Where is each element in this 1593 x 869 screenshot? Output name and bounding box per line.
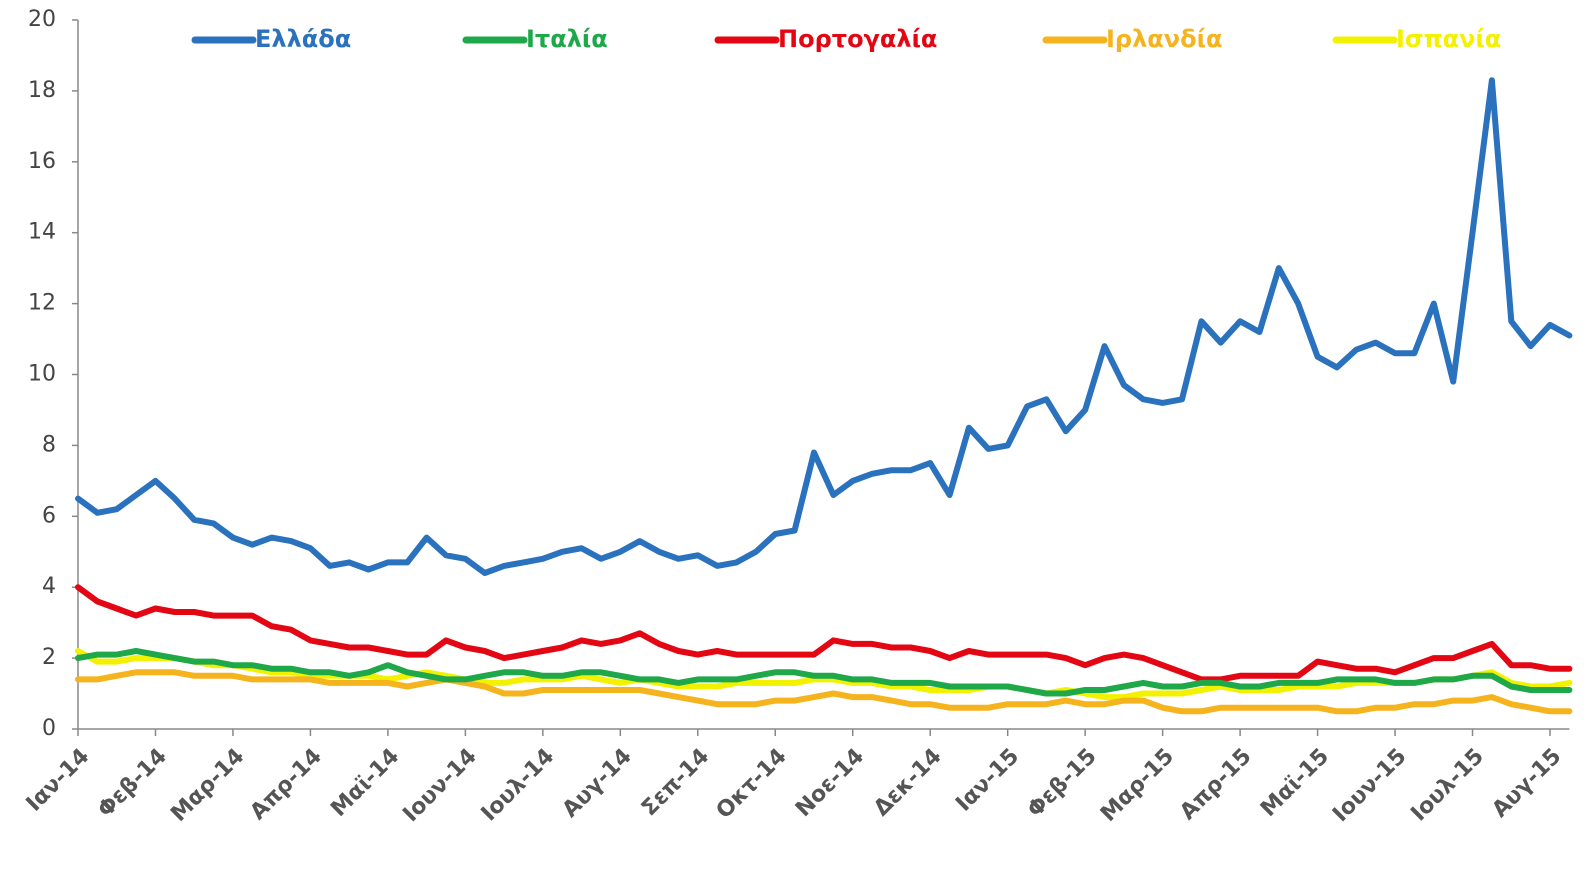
x-tick-label: Μαρ-14 [166, 744, 249, 827]
x-tick-label: Σεπ-14 [637, 744, 714, 821]
x-tick-label: Ιουλ-15 [1406, 744, 1489, 827]
x-tick-label: Ιαν-15 [951, 744, 1024, 817]
x-tick-label: Ιουλ-14 [477, 744, 560, 827]
series-line [75, 648, 1573, 697]
y-tick-label: 18 [28, 78, 56, 103]
y-tick-label: 16 [28, 149, 56, 174]
y-tick-label: 4 [42, 574, 56, 599]
x-tick-label: Μαρ-15 [1096, 744, 1179, 827]
x-tick-label: Οκτ-14 [712, 744, 792, 824]
x-tick-label: Αυγ-15 [1488, 744, 1567, 823]
y-tick-label: 20 [28, 7, 56, 32]
x-tick-label: Φεβ-15 [1023, 744, 1102, 823]
x-tick-label: Φεβ-14 [93, 744, 172, 823]
y-tick-label: 12 [28, 291, 56, 316]
x-tick-label: Ιουν-14 [398, 744, 481, 827]
series-line [75, 669, 1573, 715]
y-tick-label: 0 [42, 716, 56, 741]
x-tick-label: Αυγ-14 [558, 744, 637, 823]
legend-label: Ισπανία [1396, 25, 1501, 53]
x-tick-label: Ιαν-14 [22, 744, 95, 817]
x-tick-label: Νοε-14 [791, 744, 869, 822]
legend-label: Ιταλία [526, 25, 608, 53]
y-tick-label: 14 [28, 220, 56, 245]
x-tick-label: Μαϊ-15 [1256, 744, 1334, 822]
y-tick-label: 8 [42, 432, 56, 457]
x-tick-label: Απρ-14 [246, 744, 327, 825]
y-tick-label: 6 [42, 503, 56, 528]
legend-label: Ελλάδα [255, 25, 351, 53]
y-tick-label: 10 [28, 362, 56, 387]
legend-label: Ιρλανδία [1106, 25, 1222, 53]
series-line [75, 648, 1573, 701]
x-tick-label: Απρ-15 [1175, 744, 1256, 825]
x-tick-label: Ιουν-15 [1328, 744, 1411, 827]
series-line [75, 584, 1573, 683]
x-tick-label: Δεκ-14 [869, 744, 947, 822]
x-tick-label: Μαϊ-14 [326, 744, 404, 822]
y-tick-label: 2 [42, 645, 56, 670]
legend-label: Πορτογαλία [778, 25, 937, 53]
series-line [75, 77, 1573, 576]
